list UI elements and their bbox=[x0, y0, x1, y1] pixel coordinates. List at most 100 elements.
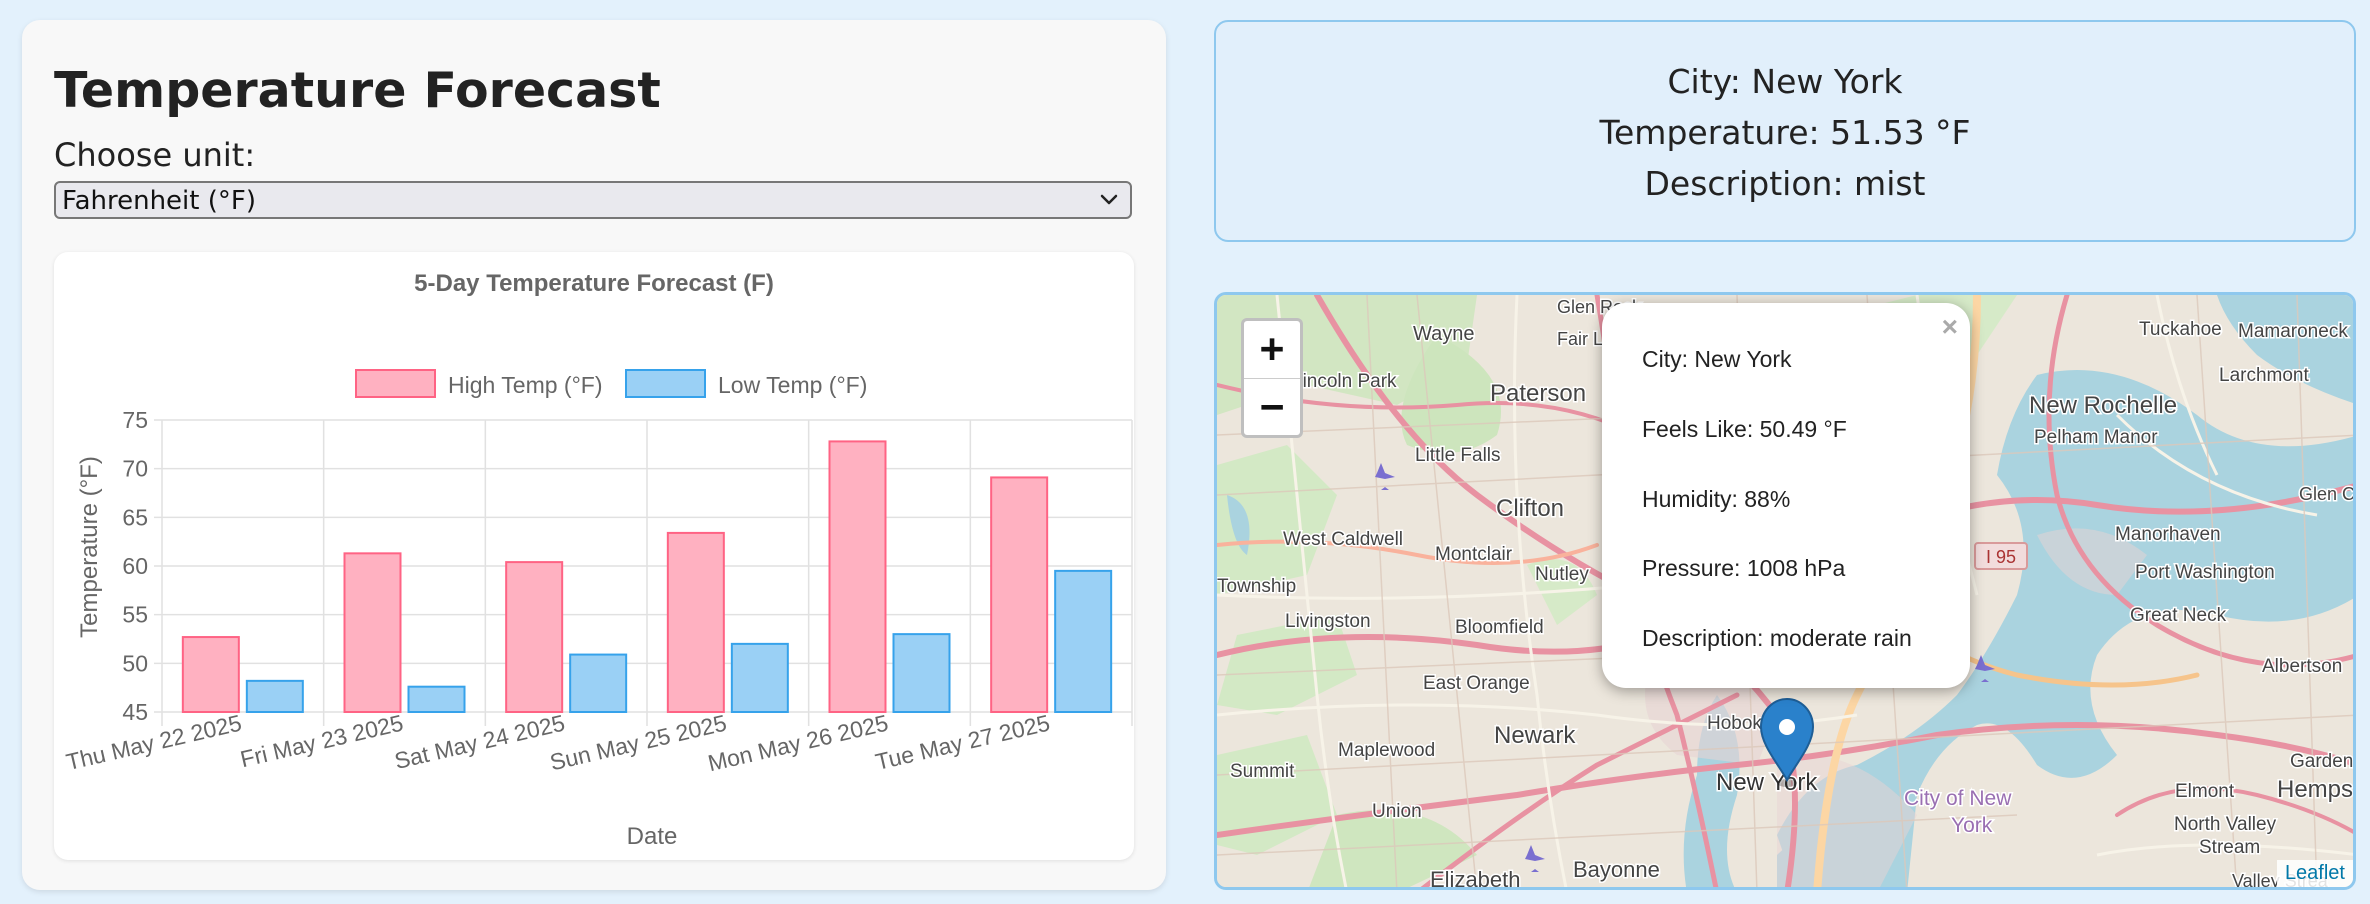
map-label: Summit bbox=[1230, 761, 1295, 782]
bar-high[interactable] bbox=[666, 531, 725, 714]
x-tick-label: Sat May 24 2025 bbox=[392, 710, 567, 774]
popup-city: City: New York bbox=[1642, 346, 1792, 372]
zoom-in-button[interactable]: + bbox=[1244, 321, 1300, 379]
city-text: City: New York bbox=[1667, 62, 1903, 101]
y-tick-label: 50 bbox=[122, 650, 148, 676]
legend-swatch-low[interactable] bbox=[625, 369, 706, 398]
map-label: Pelham Manor bbox=[2034, 427, 2158, 448]
map-label: Tuckahoe bbox=[2139, 319, 2222, 340]
map-label: Albertson bbox=[2262, 656, 2342, 677]
weather-summary: City: New York Temperature: 51.53 °F Des… bbox=[1214, 20, 2356, 242]
map-label: Hobok bbox=[1707, 713, 1762, 734]
map-label: Newark bbox=[1494, 722, 1576, 749]
map-label: Hemps bbox=[2277, 776, 2353, 803]
unit-selected-value: Fahrenheit (°F) bbox=[62, 186, 256, 216]
x-tick-label: Thu May 22 2025 bbox=[64, 710, 244, 776]
description-text: Description: mist bbox=[1644, 164, 1926, 203]
map-label: Livingston bbox=[1285, 611, 1371, 632]
airport-icon bbox=[1375, 463, 1395, 490]
y-tick-label: 45 bbox=[122, 699, 148, 725]
x-tick-label: Sun May 25 2025 bbox=[547, 710, 729, 776]
chart-grid bbox=[154, 419, 1133, 726]
zoom-out-button[interactable]: − bbox=[1259, 384, 1285, 430]
unit-label: Choose unit: bbox=[54, 136, 256, 174]
x-tick-label: Fri May 23 2025 bbox=[238, 710, 406, 773]
y-tick-label: 65 bbox=[122, 504, 148, 530]
map-label: Nutley bbox=[1535, 564, 1589, 585]
map-label: Paterson bbox=[1490, 380, 1586, 407]
map-label: East Orange bbox=[1423, 673, 1530, 694]
bar-high[interactable] bbox=[828, 440, 887, 713]
popup-feels-like: Feels Like: 50.49 °F bbox=[1642, 416, 1847, 442]
bar-high[interactable] bbox=[990, 476, 1049, 713]
map-label: Port Washington bbox=[2135, 562, 2275, 583]
forecast-panel: Temperature Forecast Choose unit: Fahren… bbox=[22, 20, 1166, 890]
temperature-text: Temperature: 51.53 °F bbox=[1599, 113, 1971, 152]
legend-label-low: Low Temp (°F) bbox=[718, 372, 867, 398]
map-label: Garden C bbox=[2290, 751, 2356, 772]
x-tick-label: Tue May 27 2025 bbox=[873, 710, 1052, 775]
zoom-control: + − bbox=[1241, 318, 1303, 438]
map-label: City of New bbox=[1904, 787, 2012, 810]
bar-high[interactable] bbox=[505, 561, 564, 713]
bar-low[interactable] bbox=[407, 685, 466, 713]
bar-low[interactable] bbox=[1054, 569, 1113, 713]
map-tiles[interactable]: I 95 Wayne Glen Rock Fair L Tuckahoe Mam… bbox=[1217, 295, 2356, 890]
airport-icon bbox=[1975, 655, 1995, 682]
map-popup: × City: New York Feels Like: 50.49 °F Hu… bbox=[1602, 303, 1970, 688]
x-tick-label: Mon May 26 2025 bbox=[705, 710, 890, 777]
page-title: Temperature Forecast bbox=[54, 62, 661, 119]
chart-card: 5-Day Temperature Forecast (F) High Temp… bbox=[54, 252, 1134, 860]
map-label: I 95 bbox=[1986, 547, 2016, 567]
map-label: Manorhaven bbox=[2115, 524, 2221, 545]
popup-humidity: Humidity: 88% bbox=[1642, 486, 1791, 512]
map-label: Little Falls bbox=[1415, 445, 1501, 466]
map-label: West Caldwell bbox=[1283, 529, 1403, 550]
popup-pressure: Pressure: 1008 hPa bbox=[1642, 555, 1846, 581]
map-marker-icon[interactable] bbox=[1759, 697, 1815, 787]
bar-low[interactable] bbox=[569, 653, 628, 713]
bar-high[interactable] bbox=[181, 636, 240, 714]
bar-low[interactable] bbox=[245, 679, 304, 713]
legend-swatch-high[interactable] bbox=[355, 369, 436, 398]
bar-high[interactable] bbox=[343, 552, 402, 714]
map-label: Stream bbox=[2199, 837, 2260, 858]
map-label: Mamaroneck bbox=[2238, 321, 2348, 342]
bar-low[interactable] bbox=[892, 633, 951, 713]
map-label: York bbox=[1951, 814, 1993, 837]
leaflet-attribution-link[interactable]: Leaflet bbox=[2276, 860, 2353, 887]
map-label: Township bbox=[1217, 576, 1296, 597]
chevron-down-icon bbox=[1100, 194, 1118, 205]
map-label: Great Neck bbox=[2130, 605, 2227, 626]
popup-close-icon[interactable]: × bbox=[1941, 311, 1958, 342]
map-label: Lincoln Park bbox=[1292, 371, 1397, 392]
y-tick-label: 75 bbox=[122, 407, 148, 433]
y-tick-label: 55 bbox=[122, 602, 148, 628]
chart-title: 5-Day Temperature Forecast (F) bbox=[414, 270, 774, 297]
map-label: Larchmont bbox=[2219, 365, 2309, 386]
map-label: Wayne bbox=[1413, 323, 1475, 345]
map[interactable]: I 95 Wayne Glen Rock Fair L Tuckahoe Mam… bbox=[1214, 292, 2356, 890]
map-label: Bloomfield bbox=[1455, 617, 1544, 638]
map-label: Glen Co bbox=[2299, 484, 2356, 504]
map-label: Clifton bbox=[1496, 495, 1564, 522]
popup-description: Description: moderate rain bbox=[1642, 625, 1912, 651]
y-axis-ticks: 75 70 65 60 55 50 45 bbox=[122, 407, 148, 725]
legend: High Temp (°F) Low Temp (°F) bbox=[355, 369, 867, 398]
airport-icon bbox=[1525, 845, 1545, 872]
y-tick-label: 70 bbox=[122, 456, 148, 482]
chart-bars bbox=[181, 440, 1113, 714]
y-axis-label: Temperature (°F) bbox=[76, 456, 103, 638]
bar-low[interactable] bbox=[730, 642, 789, 713]
legend-label-high: High Temp (°F) bbox=[448, 372, 602, 398]
map-label: North Valley bbox=[2174, 814, 2277, 835]
map-label: Elmont bbox=[2175, 781, 2235, 802]
map-label: Maplewood bbox=[1338, 740, 1435, 761]
map-label: Fair L bbox=[1557, 329, 1603, 349]
temperature-chart: 5-Day Temperature Forecast (F) High Temp… bbox=[64, 270, 1133, 850]
map-label: New Rochelle bbox=[2029, 392, 2177, 419]
unit-select[interactable]: Fahrenheit (°F) bbox=[54, 181, 1132, 219]
map-label: Elizabeth bbox=[1430, 867, 1521, 890]
x-axis-label: Date bbox=[627, 823, 678, 850]
